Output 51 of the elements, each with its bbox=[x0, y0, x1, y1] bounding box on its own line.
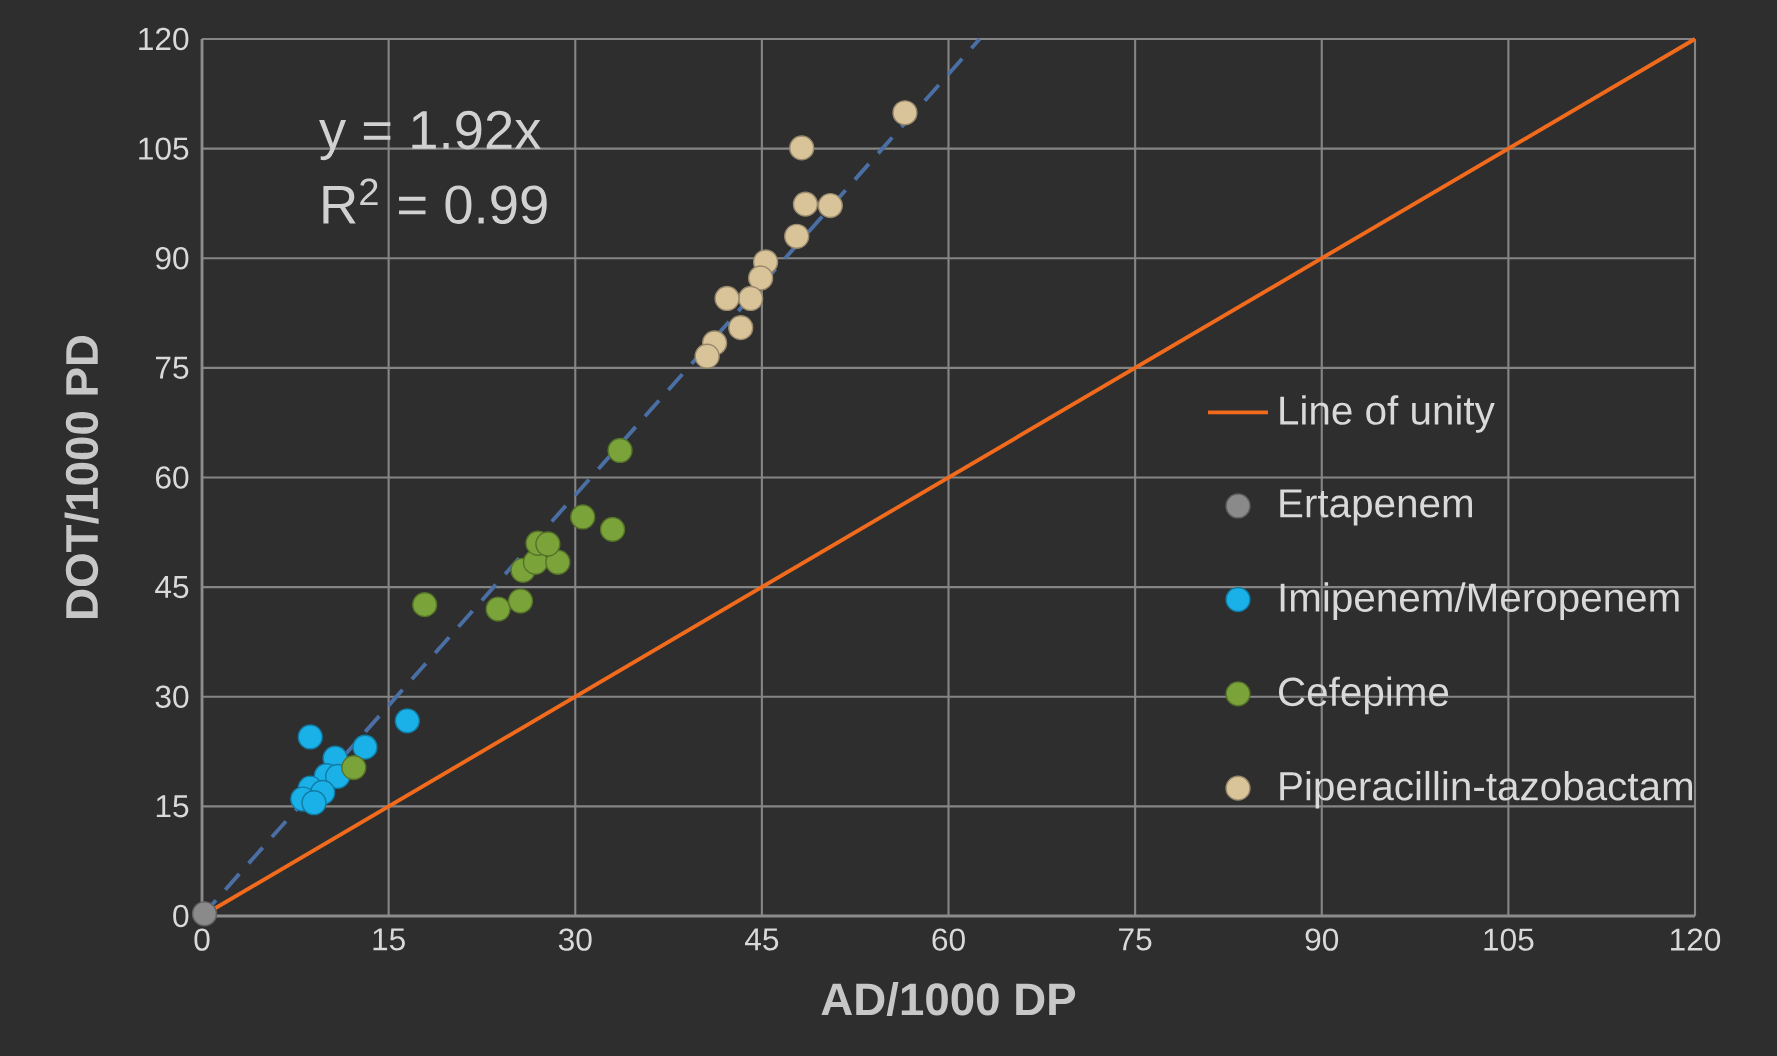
x-tick-label: 45 bbox=[745, 928, 779, 951]
point bbox=[784, 223, 810, 249]
y-tick-label: 120 bbox=[139, 27, 189, 51]
x-axis-title: AD/1000 DP bbox=[821, 981, 1076, 1016]
point bbox=[485, 596, 511, 622]
point bbox=[535, 531, 561, 557]
y-tick-label: 105 bbox=[139, 137, 189, 160]
x-tick-label: 75 bbox=[1119, 928, 1152, 951]
point bbox=[728, 315, 754, 341]
y-tick-label: 15 bbox=[156, 795, 189, 818]
annotation: y = 1.92x bbox=[319, 110, 541, 161]
point bbox=[599, 516, 626, 543]
point bbox=[301, 790, 327, 816]
annotation: R$^{2}$ = 0.99 bbox=[323, 178, 547, 225]
point bbox=[545, 549, 571, 575]
x-tick-label: 15 bbox=[373, 928, 405, 951]
legend-label: Piperacillin-tazobactam bbox=[1280, 770, 1693, 809]
point bbox=[570, 504, 596, 530]
y-tick-label: 60 bbox=[156, 466, 189, 489]
y-tick-label: 75 bbox=[156, 356, 189, 379]
legend-label: Cefepime bbox=[1279, 676, 1449, 715]
point bbox=[352, 734, 378, 760]
x-tick-label: 30 bbox=[558, 928, 592, 951]
point bbox=[792, 191, 819, 217]
point bbox=[817, 192, 843, 219]
legend-label: Ertapenem bbox=[1280, 489, 1472, 526]
point bbox=[607, 437, 633, 464]
x-tick-label: 105 bbox=[1484, 928, 1534, 951]
x-tick-label: 60 bbox=[932, 928, 965, 951]
legend-label: Line of unity bbox=[1280, 395, 1495, 433]
point bbox=[738, 285, 764, 312]
x-tick-label: 90 bbox=[1305, 928, 1339, 951]
y-axis-title: DOT/1000 PD bbox=[64, 335, 99, 618]
point bbox=[191, 901, 218, 927]
point bbox=[507, 588, 534, 614]
point bbox=[297, 724, 323, 750]
x-tick-label: 120 bbox=[1671, 928, 1721, 951]
y-tick-label: 30 bbox=[155, 685, 189, 708]
y-tick-label: 90 bbox=[155, 247, 189, 270]
point bbox=[394, 708, 420, 734]
point bbox=[789, 135, 815, 161]
point bbox=[412, 591, 438, 618]
y-tick-label: 45 bbox=[155, 576, 189, 599]
y-tick-label: 0 bbox=[173, 904, 189, 928]
point bbox=[747, 265, 774, 291]
point bbox=[341, 754, 367, 781]
x-tick-label: 0 bbox=[194, 928, 210, 951]
point bbox=[694, 343, 720, 369]
point bbox=[892, 100, 918, 126]
legend-label: Imipenem/Meropenem bbox=[1280, 582, 1679, 620]
point bbox=[714, 285, 740, 312]
